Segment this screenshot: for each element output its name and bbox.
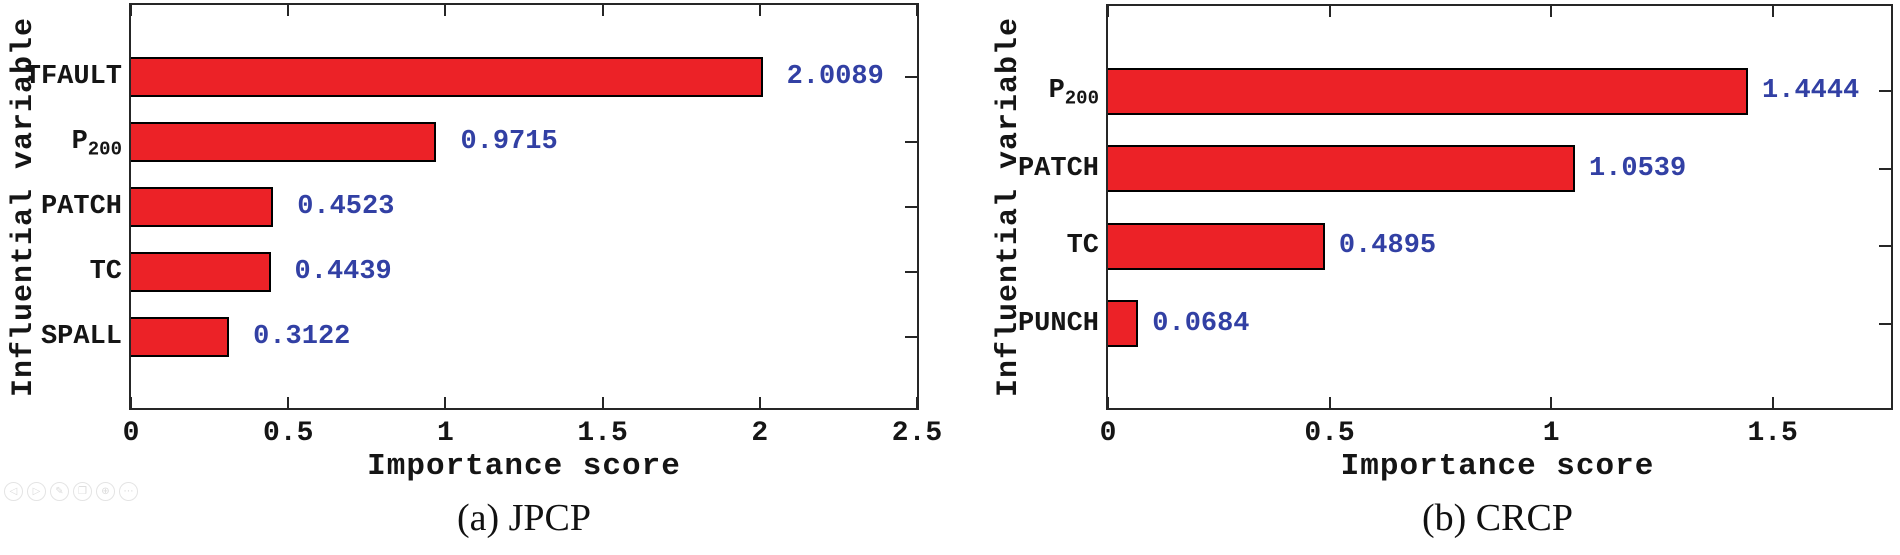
x-tick-label: 1 <box>436 418 454 449</box>
category-label: PUNCH <box>1017 308 1099 339</box>
bar-value-label: 0.4439 <box>294 257 392 287</box>
bar-patch <box>1108 145 1575 192</box>
x-tick <box>130 5 132 16</box>
bar-p200 <box>131 122 437 162</box>
x-axis-label: Importance score <box>1340 449 1655 484</box>
y-tick <box>1879 90 1891 92</box>
category-label: TC <box>1066 231 1099 261</box>
y-tick <box>905 76 917 78</box>
x-tick <box>1771 397 1774 408</box>
bar-value-label: 0.0684 <box>1152 308 1250 339</box>
y-tick <box>905 141 917 143</box>
y-tick <box>1879 322 1891 325</box>
bar-tc <box>131 252 271 292</box>
bar-spall <box>131 317 230 357</box>
bar-value-label: 2.0089 <box>786 62 884 92</box>
category-label: TC <box>89 257 122 287</box>
chart-panel-crcp: Influential variable P200 1.4444 PATCH 1.05… <box>950 0 1900 555</box>
x-tick-label: 1 <box>1542 418 1560 449</box>
y-tick <box>905 336 917 338</box>
x-tick <box>1107 6 1109 17</box>
y-tick <box>905 206 917 208</box>
bar-value-label: 0.4895 <box>1338 231 1437 261</box>
x-tick <box>1550 397 1553 408</box>
category-label: SPALL <box>40 322 122 352</box>
y-tick <box>1879 245 1891 247</box>
bar-tc <box>1108 222 1325 270</box>
x-tick <box>287 397 290 408</box>
x-tick-label: 0.5 <box>262 418 314 449</box>
subfigure-caption-b: (b) CRCP <box>1422 497 1573 539</box>
x-tick <box>916 397 918 408</box>
x-tick <box>1771 6 1774 17</box>
bar-value-label: 0.3122 <box>253 322 351 352</box>
next-icon[interactable]: ▷ <box>27 482 46 501</box>
copy-icon[interactable]: ❐ <box>73 482 92 501</box>
category-label: TFAULT <box>24 62 122 92</box>
bar-punch <box>1108 300 1139 347</box>
category-label: P200 <box>1048 76 1099 110</box>
reader-mini-toolbar: ◁ ▷ ✎ ❐ ⊕ ⋯ <box>4 482 138 501</box>
bar-patch <box>131 187 274 227</box>
x-tick <box>444 397 447 408</box>
x-tick-label: 1.5 <box>1747 418 1798 449</box>
prev-icon[interactable]: ◁ <box>4 482 23 501</box>
x-tick-label: 2.5 <box>891 418 943 449</box>
bar-value-label: 1.0539 <box>1589 153 1687 184</box>
bar-value-label: 0.4523 <box>297 192 395 222</box>
more-icon[interactable]: ⋯ <box>119 482 138 501</box>
x-tick-label: 0 <box>122 418 140 449</box>
x-tick <box>1107 397 1109 408</box>
x-tick <box>1328 6 1331 17</box>
x-tick <box>916 5 918 16</box>
plot-area-jpcp: TFAULT 2.0089 P200 0.9715 PATCH 0.4523 TC 0.443… <box>25 3 942 449</box>
subfigure-caption-a: (a) JPCP <box>456 497 592 539</box>
x-tick-label: 0 <box>1099 418 1117 449</box>
category-label: PATCH <box>1017 153 1099 184</box>
x-tick <box>601 397 604 408</box>
x-tick <box>1328 397 1331 408</box>
bar-value-label: 1.4444 <box>1762 76 1860 106</box>
x-tick <box>444 5 447 16</box>
bar-tfault <box>131 57 763 97</box>
edit-icon[interactable]: ✎ <box>50 482 69 501</box>
y-tick <box>905 271 917 273</box>
x-tick-label: 0.5 <box>1304 418 1355 449</box>
y-tick <box>1879 167 1891 170</box>
x-tick <box>601 5 604 16</box>
category-label: PATCH <box>40 192 122 222</box>
bar-value-label: 0.9715 <box>460 127 558 157</box>
x-tick <box>287 5 290 16</box>
x-axis-label: Importance score <box>367 449 681 484</box>
x-tick <box>758 397 761 408</box>
x-tick <box>130 397 132 408</box>
zoom-icon[interactable]: ⊕ <box>96 482 115 501</box>
x-tick <box>758 5 761 16</box>
category-label: P200 <box>71 127 122 161</box>
chart-panel-jpcp: Influential variable TFAULT 2.0089 P200 0.9… <box>7 3 942 539</box>
x-tick <box>1550 6 1553 17</box>
x-tick-label: 2 <box>751 418 769 449</box>
x-tick-label: 1.5 <box>577 418 628 449</box>
plot-area-crcp: P200 1.4444 PATCH 1.0539 TC 0.4895 PUNCH 0.0684… <box>1018 4 1893 449</box>
bar-p200 <box>1108 67 1749 115</box>
